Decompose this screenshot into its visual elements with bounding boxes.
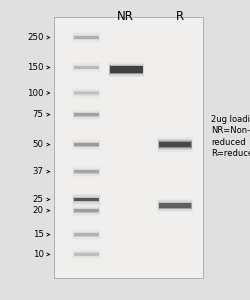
Bar <box>73 208 100 214</box>
Bar <box>74 112 99 116</box>
Bar <box>74 170 99 173</box>
Bar <box>74 142 99 146</box>
Bar <box>72 166 101 177</box>
Bar <box>73 251 100 257</box>
Text: NR: NR <box>116 11 134 23</box>
Text: 50: 50 <box>33 140 44 149</box>
Bar <box>74 170 99 173</box>
Bar <box>157 199 193 212</box>
Bar <box>74 92 99 94</box>
Bar <box>73 112 100 117</box>
Bar <box>74 233 99 236</box>
Text: 250: 250 <box>27 33 44 42</box>
Bar <box>109 64 144 76</box>
Text: 20: 20 <box>33 206 44 215</box>
Bar <box>72 250 100 258</box>
Bar <box>74 113 99 116</box>
Text: 100: 100 <box>27 88 44 98</box>
Bar <box>158 202 192 208</box>
Bar <box>74 197 99 202</box>
Bar <box>74 209 99 212</box>
Bar <box>72 109 101 120</box>
Bar <box>158 140 192 149</box>
Bar <box>72 230 100 239</box>
Bar <box>72 140 100 148</box>
Bar <box>74 143 99 146</box>
Bar <box>73 197 100 202</box>
Bar <box>72 89 100 97</box>
Bar <box>158 202 192 209</box>
Bar <box>72 87 101 99</box>
Bar <box>72 205 101 217</box>
Bar <box>73 169 100 174</box>
Bar <box>108 62 144 77</box>
Bar <box>159 142 191 147</box>
Bar <box>72 110 100 118</box>
Bar <box>158 141 192 148</box>
Bar <box>158 139 192 150</box>
Bar <box>73 90 100 96</box>
Bar <box>72 61 101 73</box>
Text: R: R <box>176 11 184 23</box>
Bar <box>110 66 142 73</box>
Text: 75: 75 <box>33 110 44 119</box>
Bar <box>74 35 99 39</box>
Text: 150: 150 <box>27 63 44 72</box>
Bar <box>74 253 99 256</box>
Text: 10: 10 <box>33 250 44 259</box>
Bar <box>54 16 203 278</box>
Bar <box>159 203 191 208</box>
Bar <box>72 196 100 203</box>
Bar <box>73 232 100 238</box>
Bar <box>72 206 100 215</box>
Bar <box>72 194 101 205</box>
Bar <box>72 229 101 241</box>
Bar <box>74 65 99 69</box>
Bar <box>72 167 100 175</box>
Bar <box>110 66 143 74</box>
Text: 2ug loading
NR=Non-
reduced
R=reduced: 2ug loading NR=Non- reduced R=reduced <box>211 115 250 158</box>
Bar <box>73 142 100 147</box>
Bar <box>157 137 193 152</box>
Bar <box>72 32 101 43</box>
Bar <box>74 91 99 95</box>
Bar <box>158 200 192 211</box>
Bar <box>74 198 99 201</box>
Text: 25: 25 <box>33 195 44 204</box>
Bar <box>73 64 100 70</box>
Bar <box>74 233 99 236</box>
Bar <box>110 65 143 74</box>
Bar <box>72 248 101 260</box>
Text: 15: 15 <box>33 230 44 239</box>
Bar <box>72 139 101 150</box>
Bar <box>72 63 100 71</box>
Text: 37: 37 <box>33 167 44 176</box>
Bar <box>72 33 100 41</box>
Bar <box>74 209 99 212</box>
Bar <box>74 36 99 39</box>
Bar <box>74 252 99 256</box>
Bar <box>73 34 100 40</box>
Bar <box>74 66 99 69</box>
